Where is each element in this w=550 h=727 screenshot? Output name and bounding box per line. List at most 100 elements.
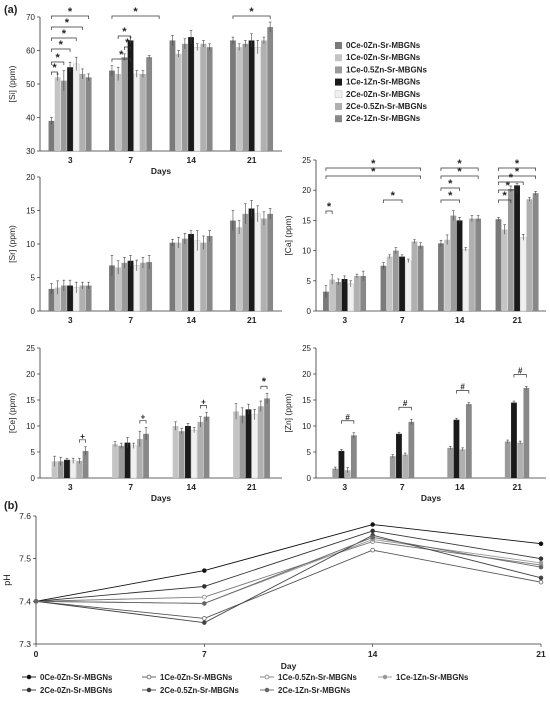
data-point (33, 599, 39, 604)
bar (469, 218, 475, 311)
bar (73, 63, 80, 152)
significance-marker: * (503, 190, 508, 202)
bar (408, 421, 415, 478)
y-tick-label: 10 (26, 240, 35, 249)
bar (169, 40, 176, 152)
significance-bracket (79, 439, 86, 443)
significance-bracket (325, 175, 421, 179)
x-tick-label: 3 (342, 482, 347, 492)
legend-label: 2Ce-0Zn-Sr-MBGNs (40, 686, 113, 695)
bar (48, 288, 55, 311)
significance-bracket (383, 199, 403, 203)
y-tick-label: 0 (307, 474, 312, 483)
legend-marker (264, 687, 270, 693)
bar (459, 449, 466, 478)
bar (206, 235, 213, 311)
bar (233, 411, 239, 478)
bar (185, 426, 191, 478)
chart-legend-a: 0Ce-0Zn-Sr-MBGNs 1Ce-0Zn-Sr-MBGNs 1Ce-0.5Z… (334, 41, 427, 123)
significance-marker: * (62, 28, 67, 40)
bar (335, 282, 342, 311)
data-point (202, 620, 207, 625)
bar (181, 238, 188, 311)
legend-swatch (335, 103, 342, 110)
bar (332, 468, 339, 478)
significance-bracket (124, 46, 131, 50)
significance-bracket (498, 199, 512, 203)
bar (264, 398, 270, 478)
x-tick-label: 0 (34, 649, 39, 659)
y-axis-label: pH (2, 574, 12, 586)
y-tick-label: 15 (302, 216, 311, 225)
x-axis-label: Days (151, 493, 172, 503)
bar (347, 283, 354, 312)
significance-marker: * (249, 6, 254, 18)
y-tick-label: 5 (307, 277, 312, 286)
legend-marker (26, 674, 32, 680)
bar (175, 53, 182, 151)
bar (386, 256, 393, 311)
legend-label: 1Ce-1Zn-Sr-MBGNs (396, 673, 469, 682)
significance-marker: * (391, 190, 396, 202)
bar (143, 433, 149, 478)
bar (133, 73, 140, 152)
y-axis-label: [Zn] (ppm) (283, 393, 293, 432)
bar (450, 215, 457, 311)
legend-label: 1Ce-0.5Zn-Sr-MBGNs (346, 65, 427, 74)
legend-marker (26, 687, 32, 693)
x-tick-label: 21 (513, 315, 523, 325)
significance-marker: * (448, 178, 453, 190)
y-axis-label: [Sr] (ppm) (7, 225, 17, 263)
bar (127, 260, 134, 311)
bar (380, 265, 387, 311)
bar (447, 447, 454, 478)
bar (60, 80, 67, 151)
y-tick-label: 0 (31, 307, 36, 316)
legend-swatch (335, 115, 342, 123)
bar (341, 278, 348, 311)
bar (191, 429, 198, 479)
series-line (35, 541, 542, 602)
bar (329, 279, 336, 311)
legend-label: 1Ce-0Zn-Sr-MBGNs (160, 673, 233, 682)
y-tick-label: 10 (26, 422, 35, 431)
bar (344, 470, 351, 478)
significance-bracket (111, 58, 131, 62)
significance-bracket (341, 420, 355, 424)
x-tick-label: 14 (187, 482, 197, 492)
data-point (202, 594, 207, 600)
significance-marker: * (515, 166, 520, 178)
data-point (538, 579, 544, 585)
legend-swatch (335, 78, 342, 86)
bar (239, 415, 246, 478)
significance-bracket (398, 406, 412, 411)
data-point (202, 568, 207, 573)
bar (51, 461, 58, 478)
bar (396, 433, 402, 478)
bar (172, 426, 179, 478)
significance-bracket (232, 15, 271, 19)
significance-bracket (440, 167, 479, 171)
y-tick-label: 10 (302, 422, 311, 431)
significance-bracket (456, 390, 470, 394)
x-tick-label: 3 (68, 482, 73, 492)
bar (254, 213, 261, 312)
bar (323, 291, 329, 311)
legend-marker (264, 674, 270, 680)
y-tick-label: 15 (26, 396, 35, 405)
significance-bracket (498, 189, 518, 193)
bar (67, 67, 73, 151)
significance-marker: # (345, 413, 350, 422)
significance-marker: * (327, 201, 332, 213)
legend-swatch (335, 42, 342, 49)
legend-swatch (334, 90, 343, 99)
bar (194, 240, 201, 312)
y-tick-label: 60 (26, 47, 35, 56)
bar (456, 220, 463, 311)
bar (520, 237, 527, 312)
x-tick-label: 3 (342, 315, 347, 325)
significance-bracket (51, 37, 77, 41)
significance-marker: * (122, 26, 127, 38)
significance-marker: * (65, 17, 70, 29)
series-line (35, 534, 542, 624)
